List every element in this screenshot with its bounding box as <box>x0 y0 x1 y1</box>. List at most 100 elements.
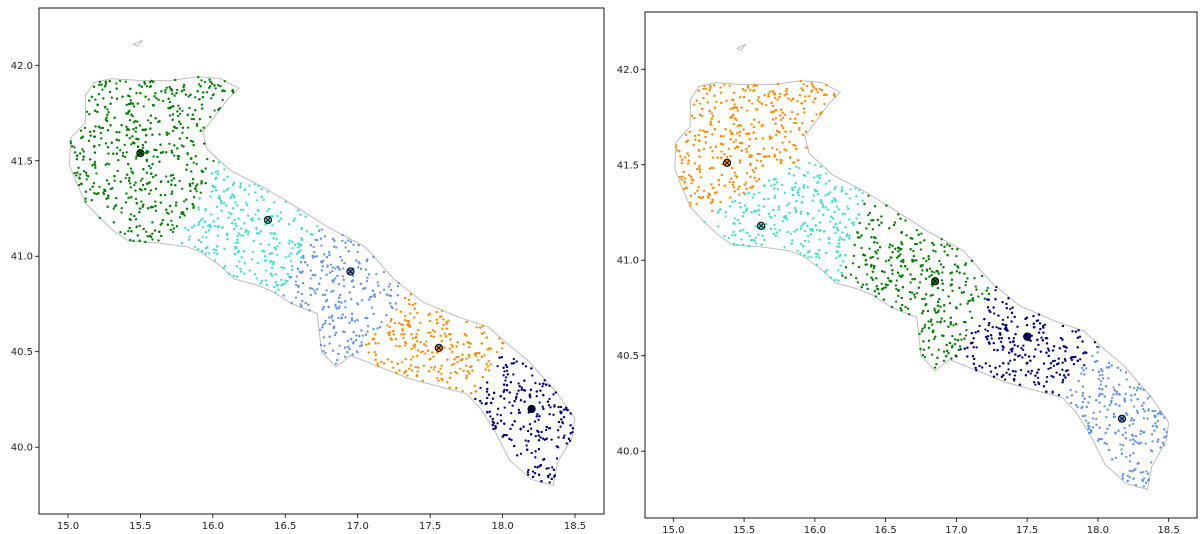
data-point <box>334 303 337 306</box>
data-point <box>255 199 259 202</box>
data-point <box>800 225 803 228</box>
data-point <box>754 137 757 140</box>
region-outline <box>674 80 1170 491</box>
data-point <box>424 344 428 347</box>
data-point <box>352 243 355 246</box>
data-point <box>702 189 706 193</box>
data-point <box>146 119 150 122</box>
data-point <box>924 277 928 280</box>
data-point <box>818 249 821 252</box>
data-point <box>701 196 705 199</box>
data-point <box>1045 390 1048 393</box>
data-point <box>787 172 791 175</box>
data-point <box>940 279 944 282</box>
data-point <box>754 236 757 239</box>
data-point <box>922 348 926 351</box>
data-point <box>75 154 79 157</box>
data-point <box>1135 389 1139 392</box>
data-point <box>902 258 905 262</box>
data-point <box>542 382 545 385</box>
data-point <box>178 112 182 116</box>
data-point <box>765 155 768 158</box>
data-point <box>794 182 797 185</box>
data-point <box>333 333 337 337</box>
data-point <box>248 184 251 187</box>
data-point <box>148 192 151 195</box>
data-point <box>1013 344 1016 347</box>
data-point <box>171 230 175 234</box>
data-point <box>102 97 105 100</box>
data-point <box>953 342 957 346</box>
data-point <box>448 347 452 350</box>
data-point <box>421 350 424 353</box>
data-point <box>537 439 541 442</box>
data-point <box>738 161 742 164</box>
data-point <box>214 249 218 252</box>
data-point <box>324 351 327 355</box>
data-point <box>358 335 361 338</box>
data-point <box>520 388 523 392</box>
data-point <box>165 151 168 154</box>
data-point <box>93 135 96 138</box>
data-point <box>1143 410 1146 413</box>
data-point <box>555 457 559 460</box>
data-point <box>826 208 830 211</box>
data-point <box>892 223 896 227</box>
data-point <box>376 365 380 368</box>
data-point <box>208 85 212 88</box>
data-point <box>181 126 185 129</box>
data-point <box>752 238 755 242</box>
data-point <box>130 143 133 146</box>
data-point <box>219 84 222 88</box>
data-point <box>723 83 726 87</box>
data-point <box>185 168 188 171</box>
data-point <box>957 348 960 352</box>
data-point <box>791 193 795 197</box>
data-point <box>964 263 967 267</box>
data-point <box>1074 355 1077 359</box>
data-point <box>704 130 707 134</box>
data-point <box>984 362 987 365</box>
data-point <box>1051 391 1054 394</box>
data-point <box>906 307 910 310</box>
data-point <box>534 381 537 385</box>
data-point <box>715 191 718 194</box>
data-point <box>232 274 236 278</box>
data-point <box>212 186 215 189</box>
data-point <box>141 183 145 187</box>
data-point <box>331 319 335 322</box>
data-point <box>278 242 281 245</box>
data-point <box>199 85 202 88</box>
data-point <box>897 294 900 298</box>
data-point <box>904 219 907 222</box>
data-point <box>365 259 369 263</box>
data-point <box>857 265 861 269</box>
data-point <box>754 167 758 170</box>
data-point <box>352 285 355 289</box>
data-point <box>151 232 154 235</box>
data-point <box>94 109 97 112</box>
data-point <box>704 141 708 144</box>
data-point <box>1133 386 1136 390</box>
data-point <box>523 379 526 382</box>
data-point <box>306 263 309 267</box>
data-point <box>858 236 861 239</box>
data-point <box>387 331 390 335</box>
data-point <box>948 244 951 247</box>
data-point <box>939 263 943 266</box>
data-point <box>684 133 688 136</box>
data-point <box>1112 386 1115 389</box>
data-point <box>794 117 797 120</box>
data-point <box>362 287 365 290</box>
plot-area <box>68 39 576 487</box>
data-point <box>866 273 869 276</box>
cluster-points-0 <box>69 75 235 244</box>
data-point <box>927 346 931 349</box>
data-point <box>151 104 155 107</box>
data-point <box>1085 351 1088 354</box>
data-point <box>461 389 464 393</box>
data-point <box>366 276 369 279</box>
data-point <box>272 237 275 240</box>
data-point <box>131 171 134 174</box>
data-point <box>911 260 914 263</box>
